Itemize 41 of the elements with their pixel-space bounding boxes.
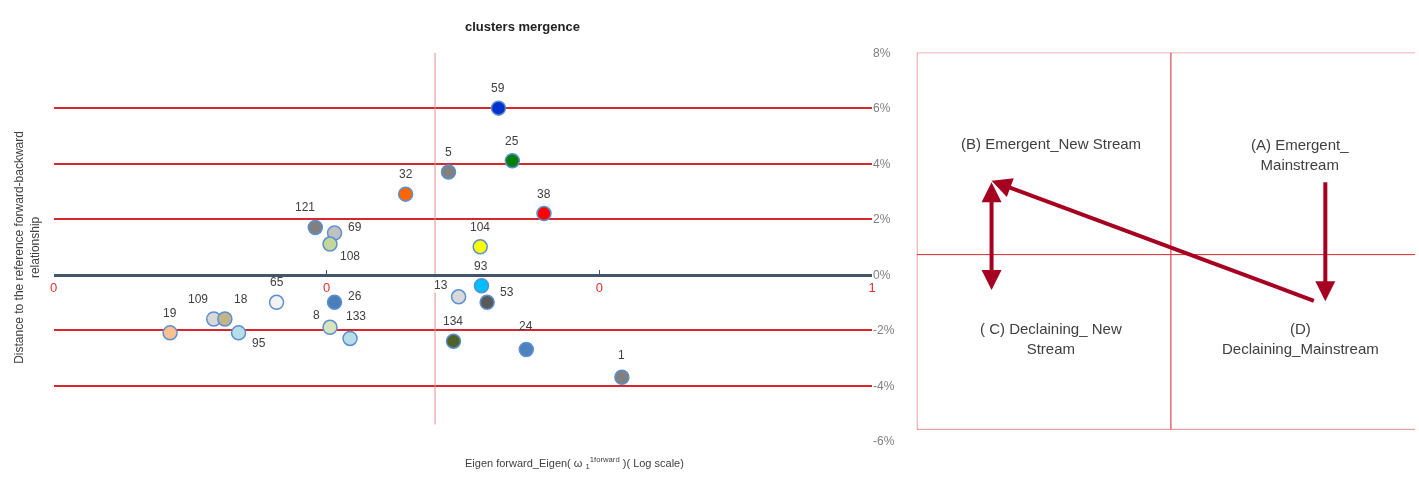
annotation: 38 — [537, 187, 551, 201]
text: (A) Emergent_ Mainstream — [1251, 136, 1350, 173]
annotation: 108 — [340, 249, 361, 263]
x-tick-label: 1 — [868, 279, 876, 295]
annotation: 133 — [346, 309, 367, 323]
annotation: 5 — [445, 145, 452, 159]
annotation: 69 — [348, 220, 362, 234]
annotation: 59 — [491, 81, 505, 95]
text: ( C) Declaining_ New Stream — [980, 320, 1122, 357]
x-axis-title: Eigen forward_Eigen( ω $_{1}$$^{1forward}$ )( Log scale) — [465, 455, 684, 471]
annotation: 121 — [295, 200, 316, 214]
annotation: 53 — [500, 285, 514, 299]
x-tick-label: 0 — [322, 279, 331, 295]
text: (D) Declaining_Mainstream — [1222, 320, 1379, 357]
y-tick-label: 6% — [873, 101, 891, 116]
chart-title: clusters mergence — [465, 19, 580, 34]
annotation: 104 — [470, 220, 491, 234]
annotation: 109 — [188, 292, 209, 306]
annotation: 25 — [505, 134, 519, 148]
annotation: 13 — [434, 278, 448, 292]
annotation: 134 — [443, 314, 464, 328]
y-tick-label: 2% — [873, 212, 891, 227]
x-tick-label: 0 — [50, 279, 58, 295]
annotation: 32 — [399, 167, 413, 181]
annotation: 1 — [618, 348, 625, 362]
annotation: 19 — [163, 306, 177, 320]
y-tick-label: -6% — [873, 434, 895, 449]
y-tick-label: 4% — [873, 156, 891, 171]
annotation: 65 — [270, 275, 284, 289]
y-tick-label: 8% — [873, 45, 891, 60]
y-tick-label: -4% — [873, 378, 895, 393]
annotation: 93 — [474, 259, 488, 273]
text: (B) Emergent_New Stream — [961, 135, 1142, 152]
y-axis-title: Distance to the reference forward-backward relationship — [12, 131, 42, 364]
annotation: 26 — [348, 289, 362, 303]
annotation: 95 — [252, 336, 266, 350]
x-tick-label: 0 — [595, 279, 603, 295]
annotation: 8 — [313, 308, 320, 322]
annotation: 18 — [234, 292, 248, 306]
y-tick-label: 0% — [873, 267, 891, 282]
y-tick-label: -2% — [873, 323, 895, 338]
